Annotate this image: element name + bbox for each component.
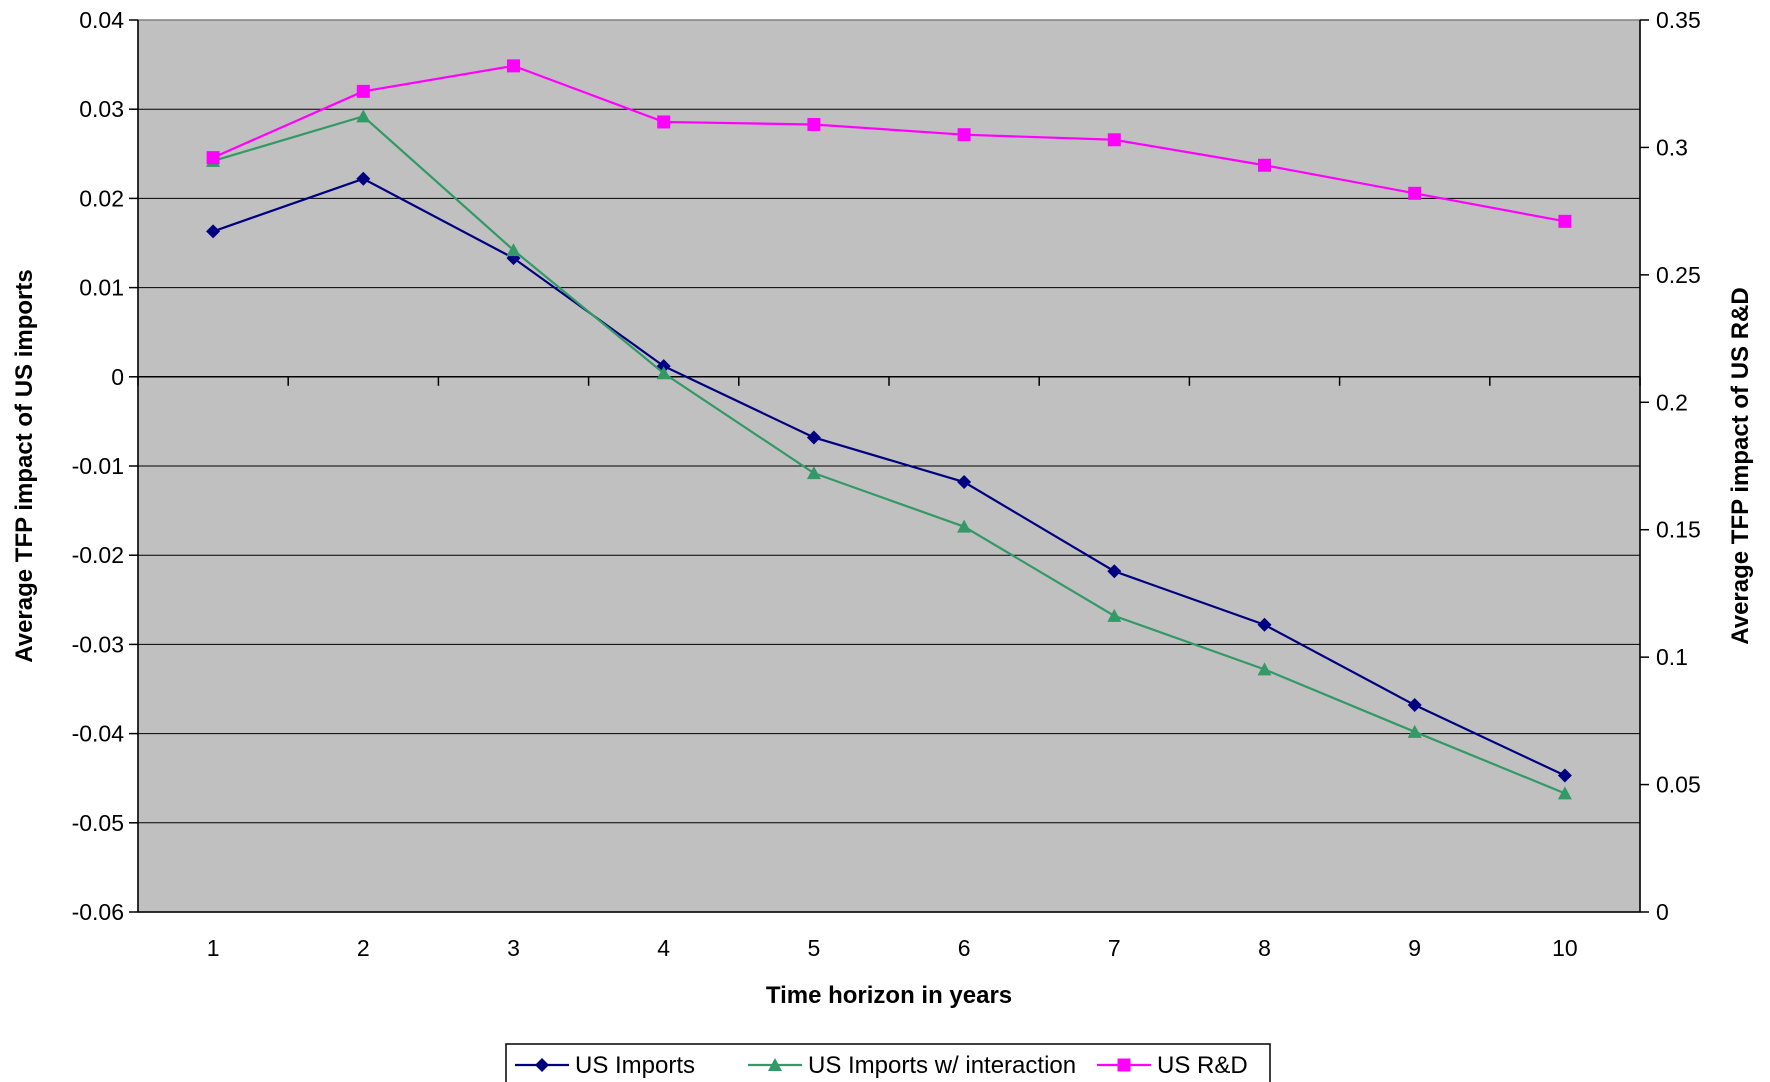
legend-marker [768, 1058, 782, 1071]
data-point [1257, 662, 1272, 676]
data-point [206, 224, 221, 239]
data-point [806, 430, 821, 445]
data-point [356, 109, 371, 123]
right-axis-title: Average TFP impact of US R&D [1727, 287, 1754, 644]
series-1 [206, 109, 1572, 800]
data-point [657, 115, 671, 129]
left-axis-tick-label: 0.04 [79, 7, 124, 33]
legend-entry: US Imports w/ interaction [748, 1052, 1076, 1079]
gridlines [138, 108, 1640, 824]
x-axis-title: Time horizon in years [766, 982, 1012, 1009]
data-point [1107, 133, 1121, 147]
legend-entry: US R&D [1097, 1052, 1248, 1079]
data-point [1407, 698, 1422, 713]
data-point [806, 466, 821, 480]
data-point [1258, 158, 1271, 172]
x-axis-tick-label: 5 [808, 935, 821, 961]
x-axis-tick-label: 4 [657, 935, 670, 961]
data-point [1557, 786, 1572, 800]
axes [129, 19, 1649, 913]
right-axis-tick-label: 0.3 [1656, 134, 1688, 160]
data-point [1558, 214, 1572, 228]
data-point [807, 117, 821, 131]
left-axis-tick-label: -0.02 [72, 542, 124, 568]
legend-marker [1117, 1058, 1131, 1072]
right-axis-tick-label: 0.05 [1656, 772, 1701, 798]
data-point [507, 59, 520, 73]
series-2 [206, 59, 1572, 228]
left-axis-tick-label: -0.05 [72, 810, 124, 836]
right-axis-tick-label: 0.35 [1656, 7, 1701, 33]
series-line [212, 64, 1566, 223]
x-axis-tick-label: 3 [507, 935, 520, 961]
x-axis-tick-label: 10 [1552, 935, 1578, 961]
data-point [206, 151, 220, 165]
right-axis-tick-label: 0.2 [1656, 389, 1688, 415]
legend-marker [535, 1058, 549, 1072]
data-point [957, 475, 972, 490]
data-point [356, 171, 371, 186]
right-axis-tick-label: 0.1 [1656, 644, 1688, 670]
right-axis-tick-label: 0.15 [1656, 517, 1701, 543]
right-axis-tick-label: 0.25 [1656, 262, 1701, 288]
legend-box [505, 1043, 1271, 1082]
left-axis-tick-label: -0.06 [72, 899, 124, 925]
x-axis-tick-labels: 1 2 3 4 5 6 7 8 9 10 [207, 935, 1578, 961]
legend-entry: US Imports [515, 1052, 695, 1079]
data-point [957, 519, 972, 533]
left-axis-tick-label: 0.01 [79, 275, 124, 301]
left-axis-tick-label: -0.01 [72, 453, 124, 479]
x-axis-tick-label: 1 [207, 935, 220, 961]
legend-items: US Imports US Imports w/ interaction US R&… [515, 1052, 1248, 1079]
series-0 [206, 171, 1572, 783]
data-point [356, 84, 370, 98]
data-point [506, 243, 521, 257]
data-point [957, 128, 971, 142]
series-line [212, 177, 1566, 777]
data-point [1107, 564, 1122, 579]
left-axis-tick-label: -0.03 [72, 631, 124, 657]
x-axis-tick-label: 9 [1408, 935, 1421, 961]
left-axis-tick-label: 0.02 [79, 185, 124, 211]
right-axis-tick-label: 0 [1656, 899, 1669, 925]
left-axis-tick-label: 0 [111, 364, 124, 390]
left-axis-tick-label: 0.03 [79, 96, 124, 122]
x-axis-tick-label: 2 [357, 935, 370, 961]
left-axis-title: Average TFP impact of US imports [11, 269, 38, 662]
legend: US Imports US Imports w/ interaction US R&… [505, 1043, 1271, 1082]
x-axis-tick-label: 6 [958, 935, 971, 961]
data-point [1107, 608, 1122, 622]
data-point [1557, 768, 1572, 783]
x-axis-tick-label: 7 [1108, 935, 1121, 961]
series-group [206, 59, 1572, 800]
right-axis-tick-labels: 0.35 0.3 0.25 0.2 0.15 0.1 0.05 0 [1656, 7, 1701, 925]
data-point [1408, 186, 1422, 200]
data-point [1257, 617, 1272, 632]
left-axis-tick-labels: 0.04 0.03 0.02 0.01 0 -0.01 -0.02 -0.03 -0.04 -0.… [72, 7, 125, 925]
legend-label: US Imports w/ interaction [808, 1052, 1076, 1079]
data-point [656, 366, 671, 380]
left-axis-tick-label: -0.04 [72, 721, 125, 747]
data-point [1407, 724, 1422, 738]
legend-label: US Imports [575, 1052, 695, 1079]
x-axis-tick-label: 8 [1258, 935, 1271, 961]
legend-label: US R&D [1157, 1052, 1248, 1079]
series-line [212, 115, 1566, 795]
